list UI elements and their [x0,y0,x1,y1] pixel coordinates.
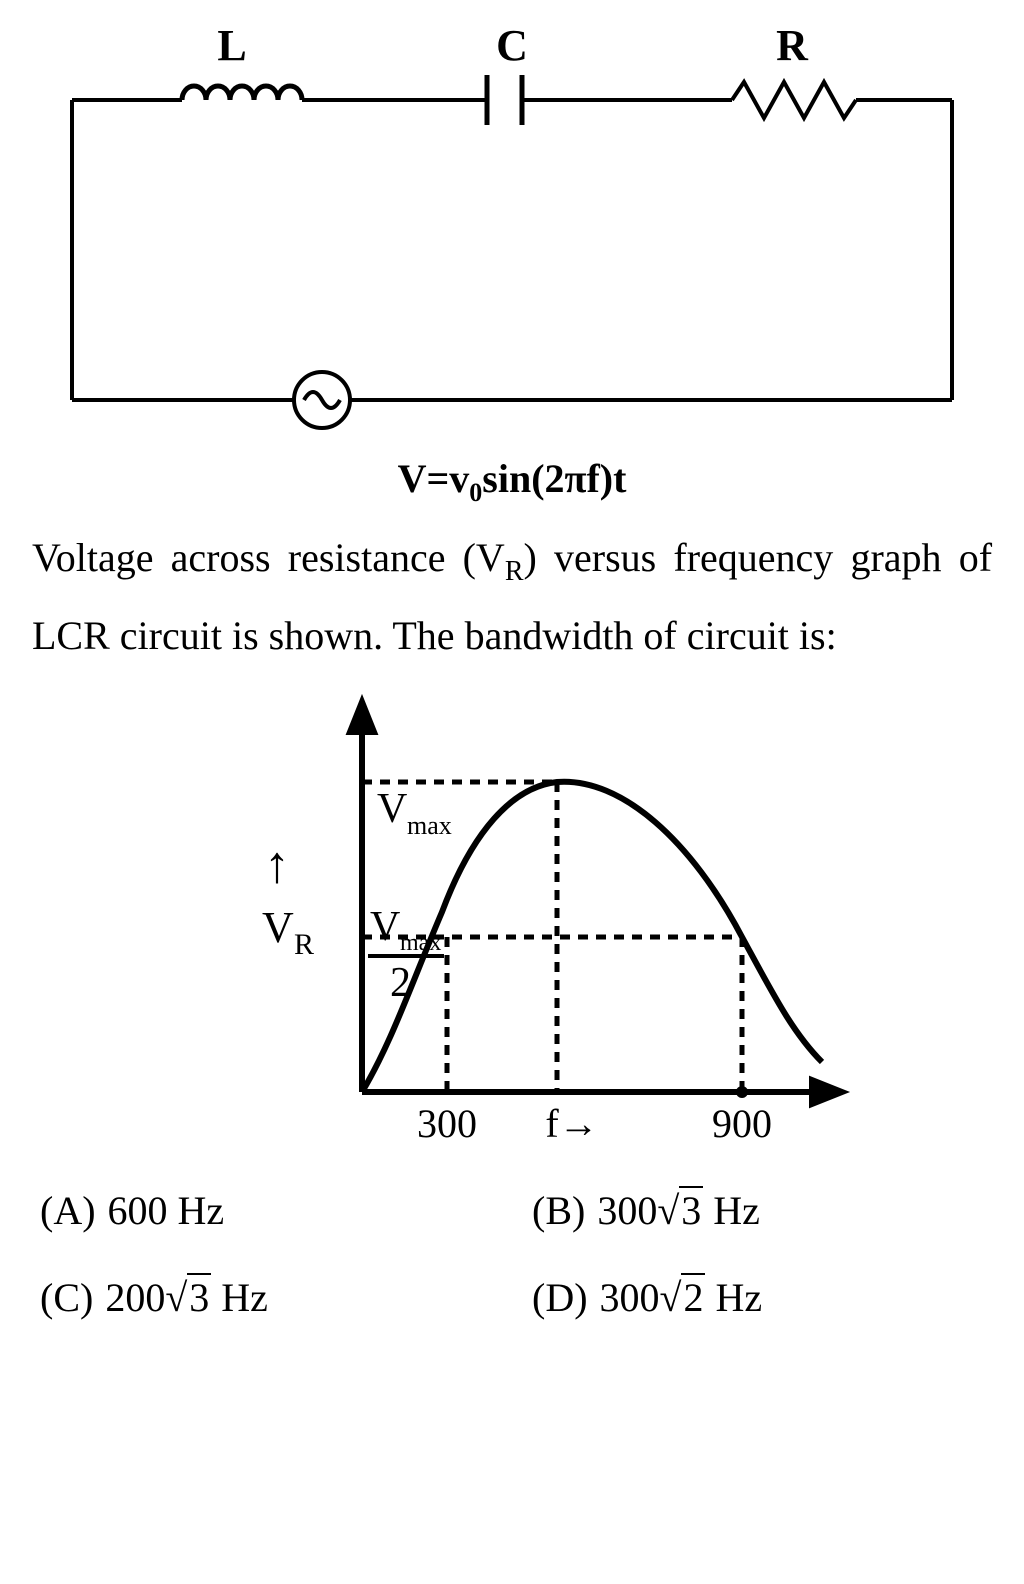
option-label: (A) [40,1187,96,1234]
option-label: (C) [40,1274,93,1321]
answer-options: (A) 600 Hz (B) 3003 Hz (C) 2003 Hz (D) 3… [40,1187,984,1321]
y-axis-label: V [262,903,294,952]
option-label: (B) [532,1187,585,1234]
option-A[interactable]: (A) 600 Hz [40,1187,492,1234]
label-C: C [496,21,528,70]
option-C[interactable]: (C) 2003 Hz [40,1274,492,1321]
svg-text:2: 2 [390,960,411,1006]
circuit-diagram: L C R [32,20,992,445]
capacitor-symbol [487,75,522,125]
option-value: 3002 Hz [600,1274,763,1321]
option-B[interactable]: (B) 3003 Hz [532,1187,984,1234]
option-value: 2003 Hz [105,1274,268,1321]
svg-text:V: V [370,904,400,950]
vmax-sub: max [407,811,452,840]
svg-text:max: max [400,930,441,956]
x-tick-300: 300 [417,1101,477,1146]
inductor-symbol [182,86,302,100]
y-axis-label-sub: R [294,928,314,961]
ac-source-symbol [294,372,350,428]
option-label: (D) [532,1274,588,1321]
resistor-symbol [732,82,856,118]
resonance-graph: ↑ V R V max V max 2 300 f→ 900 [162,692,862,1157]
label-L: L [217,21,246,70]
source-equation: V=v0sin(2πf)t [20,455,1004,508]
x-axis-label: f→ [545,1101,598,1146]
option-value: 600 Hz [108,1187,225,1234]
question-text: Voltage across resistance (VR) versus fr… [32,520,992,674]
label-R: R [776,21,809,70]
option-D[interactable]: (D) 3002 Hz [532,1274,984,1321]
vmax-over-2-label: V max 2 [368,904,444,1006]
y-arrow-icon: ↑ [264,837,290,894]
x-tick-900: 900 [712,1101,772,1146]
vmax-label: V [377,786,407,832]
option-value: 3003 Hz [597,1187,760,1234]
